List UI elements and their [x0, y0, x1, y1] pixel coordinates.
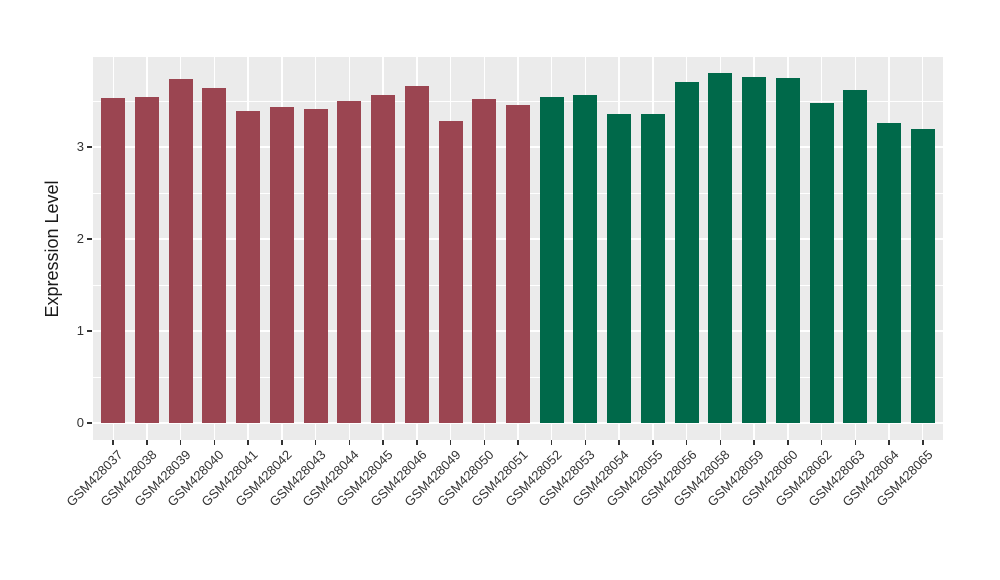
bar: [910, 128, 935, 423]
x-tick-mark: [416, 440, 418, 445]
x-tick-mark: [179, 440, 182, 445]
bar: [438, 121, 463, 423]
x-tick-mark: [685, 440, 688, 445]
bar: [134, 97, 159, 423]
bar: [371, 94, 396, 423]
x-tick-mark: [584, 440, 587, 445]
bar: [708, 73, 733, 423]
y-tick-label: 2: [76, 231, 84, 246]
bar: [775, 78, 800, 423]
x-tick-mark: [820, 440, 823, 445]
x-tick-mark: [449, 440, 452, 445]
bar: [269, 107, 294, 423]
x-tick-mark: [854, 440, 857, 445]
x-tick-mark: [618, 440, 620, 445]
x-tick-mark: [888, 440, 890, 445]
x-tick-mark: [146, 440, 148, 445]
bar: [539, 97, 564, 423]
x-tick-mark: [112, 440, 114, 445]
bar: [236, 111, 261, 423]
x-tick-mark: [652, 440, 654, 445]
bar: [809, 102, 834, 423]
x-tick-mark: [213, 440, 216, 445]
x-tick-mark: [483, 440, 486, 445]
bar: [202, 88, 227, 423]
bar: [640, 113, 665, 423]
plot-panel: [93, 57, 943, 440]
gridline-horizontal-major: [93, 422, 943, 424]
y-tick-label: 3: [76, 139, 84, 154]
x-tick-mark: [753, 440, 755, 445]
bar: [168, 78, 193, 423]
x-tick-mark: [719, 440, 722, 445]
bar: [506, 104, 530, 423]
y-tick-mark: [87, 238, 92, 240]
bar: [303, 109, 328, 423]
y-tick-mark: [87, 422, 92, 424]
bar: [573, 95, 598, 423]
bar: [472, 99, 497, 423]
x-tick-mark: [281, 440, 283, 445]
x-tick-mark: [922, 440, 924, 445]
x-tick-mark: [247, 440, 249, 445]
bar: [877, 123, 902, 423]
bar: [843, 89, 868, 423]
bar: [674, 81, 699, 423]
x-tick-mark: [314, 440, 317, 445]
y-tick-label: 1: [76, 323, 84, 338]
bar: [742, 77, 767, 423]
gridline-horizontal-minor: [93, 100, 943, 102]
bar: [337, 101, 362, 423]
y-tick-mark: [87, 330, 92, 332]
x-tick-mark: [382, 440, 384, 445]
x-tick-mark: [787, 440, 789, 445]
x-tick-mark: [348, 440, 351, 445]
y-tick-mark: [87, 146, 92, 148]
x-tick-mark: [517, 440, 519, 445]
bar: [101, 98, 126, 423]
x-tick-mark: [550, 440, 553, 445]
bar: [607, 113, 632, 423]
y-tick-label: 0: [76, 415, 84, 430]
bar: [404, 86, 429, 423]
